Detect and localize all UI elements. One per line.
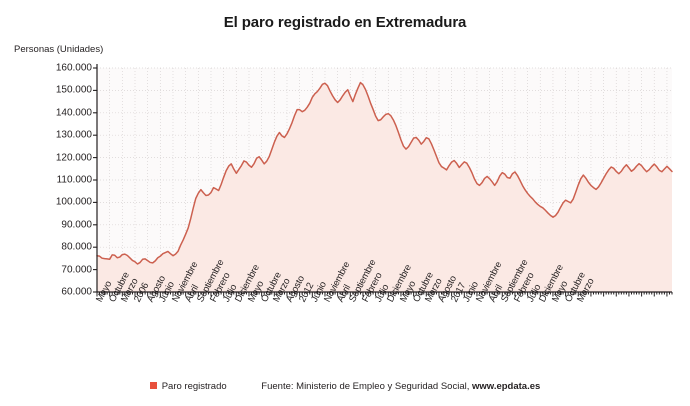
source-site-link[interactable]: www.epdata.es <box>472 381 541 392</box>
y-axis-unit-label: Personas (Unidades) <box>14 44 104 55</box>
y-axis-tick-label: 140.000 <box>55 107 92 119</box>
legend-swatch-icon <box>149 381 157 389</box>
legend-item-paro-registrado: Paro registrado <box>149 381 262 392</box>
source-note: Fuente: Ministerio de Empleo y Seguridad… <box>261 381 540 392</box>
source-prefix: Fuente: Ministerio de Empleo y Seguridad… <box>261 381 472 392</box>
chart-footer: Paro registrado Fuente: Ministerio de Em… <box>0 381 690 392</box>
series-line-paro-registrado <box>96 81 673 265</box>
y-axis-tick-label: 80.000 <box>61 241 92 253</box>
y-axis-tick-label: 150.000 <box>55 84 92 96</box>
legend-label: Paro registrado <box>161 381 227 392</box>
y-axis-tick-label: 70.000 <box>61 264 92 276</box>
y-axis-tick-label: 60.000 <box>61 286 92 298</box>
y-axis-labels: 60.000 70.000 80.000 90.000 100.000 110.000 12… <box>0 0 92 406</box>
x-axis-ticks <box>96 292 673 297</box>
y-axis-tick-label: 130.000 <box>55 129 92 141</box>
page-title: El paro registrado en Extremadura <box>223 14 467 31</box>
y-axis-tick-label: 160.000 <box>55 62 92 74</box>
y-axis-tick-label: 90.000 <box>61 219 92 231</box>
series-area-paro-registrado <box>97 82 672 292</box>
y-axis-tick-label: 100.000 <box>55 196 92 208</box>
y-axis-ticks <box>93 67 97 293</box>
y-axis-tick-label: 120.000 <box>55 152 92 164</box>
y-axis-tick-label: 110.000 <box>56 174 92 186</box>
